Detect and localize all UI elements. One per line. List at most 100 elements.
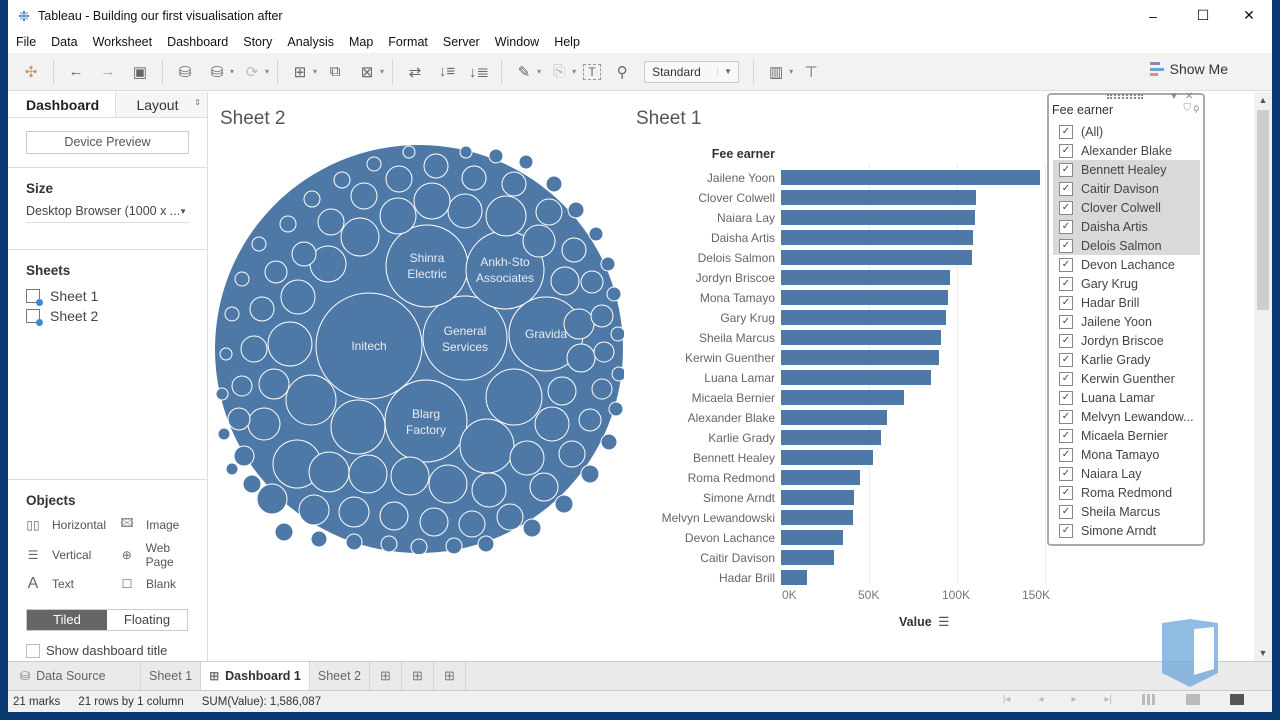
tab-dashboard[interactable]: Dashboard <box>8 92 116 117</box>
filter-item[interactable]: ✓ Melvyn Lewandow... <box>1053 407 1200 426</box>
new-worksheet-tab-icon[interactable]: ⊞ <box>370 662 402 690</box>
bar-row[interactable]: Simone Arndt <box>629 488 1049 508</box>
tab-sheet1[interactable]: Sheet 1 <box>141 662 202 690</box>
bar-mark[interactable] <box>781 290 949 305</box>
bar-row[interactable]: Luana Lamar <box>629 368 1049 388</box>
bar-label[interactable]: Bennett Healey <box>692 451 775 465</box>
bar-label[interactable]: Micaela Bernier <box>691 391 775 405</box>
bar-row[interactable]: Devon Lachance <box>629 528 1049 548</box>
checkbox-icon[interactable]: ✓ <box>1059 371 1073 386</box>
filter-item[interactable]: ✓ Delois Salmon <box>1053 236 1200 255</box>
highlight-icon[interactable]: ✎ <box>517 63 531 81</box>
filter-item[interactable]: ✓ Micaela Bernier <box>1053 426 1200 445</box>
bar-mark[interactable] <box>781 230 973 245</box>
pause-updates-icon[interactable]: ⛁ <box>210 63 224 81</box>
bar-row[interactable]: Naiara Lay <box>629 208 1049 228</box>
bar-mark[interactable] <box>781 210 975 225</box>
bar-label[interactable]: Delois Salmon <box>697 251 775 265</box>
checkbox-icon[interactable]: ✓ <box>1059 352 1073 367</box>
checkbox-icon[interactable]: ✓ <box>1059 257 1073 272</box>
sort-descending-icon[interactable]: ↓≣ <box>469 63 490 81</box>
scroll-down-icon[interactable]: ▼ <box>1258 648 1268 658</box>
bar-mark[interactable] <box>781 470 861 485</box>
checkbox-icon[interactable]: ✓ <box>1059 428 1073 443</box>
object-horizontal[interactable]: ▯▯ Horizontal <box>26 514 120 535</box>
bar-row[interactable]: Delois Salmon <box>629 248 1049 268</box>
sort-icon[interactable]: ☰ <box>938 615 950 629</box>
bar-label[interactable]: Alexander Blake <box>687 411 775 425</box>
checkbox-icon[interactable]: ✓ <box>1059 219 1073 234</box>
filter-item[interactable]: ✓ (All) <box>1053 122 1200 141</box>
sort-ascending-icon[interactable]: ↓≡ <box>438 63 456 80</box>
close-button[interactable]: ✕ <box>1243 7 1255 23</box>
bar-label[interactable]: Luana Lamar <box>704 371 775 385</box>
bar-mark[interactable] <box>781 550 834 565</box>
redo-icon[interactable]: → <box>100 63 116 80</box>
menu-story[interactable]: Story <box>243 35 273 49</box>
filter-item[interactable]: ✓ Mona Tamayo <box>1053 445 1200 464</box>
bar-row[interactable]: Micaela Bernier <box>629 388 1049 408</box>
bar-mark[interactable] <box>781 250 972 265</box>
first-sheet-icon[interactable]: |◂ <box>1002 694 1011 705</box>
filter-item[interactable]: ✓ Naiara Lay <box>1053 464 1200 483</box>
minimize-button[interactable]: – <box>1149 7 1157 24</box>
filter-item[interactable]: ✓ Hadar Brill <box>1053 293 1200 312</box>
show-labels-icon[interactable]: T <box>583 63 602 80</box>
bar-row[interactable]: Karlie Grady <box>629 428 1049 448</box>
chevron-down-icon[interactable]: ▾ <box>313 67 318 76</box>
drag-handle[interactable] <box>1107 94 1143 99</box>
bar-row[interactable]: Melvyn Lewandowski <box>629 508 1049 528</box>
object-text[interactable]: A Text <box>26 575 120 593</box>
checkbox-icon[interactable]: ✓ <box>1059 295 1073 310</box>
tab-layout[interactable]: Layout ⇕ <box>115 92 207 117</box>
bar-label[interactable]: Devon Lachance <box>684 531 775 545</box>
checkbox-icon[interactable]: ✓ <box>1059 200 1073 215</box>
checkbox-icon[interactable]: ✓ <box>1059 333 1073 348</box>
bar-mark[interactable] <box>781 530 843 545</box>
object-web-page[interactable]: ⊕ Web Page <box>120 541 200 569</box>
vertical-scrollbar[interactable]: ▲ ▼ <box>1254 92 1272 661</box>
show-cards-icon[interactable]: ▥ <box>769 63 784 81</box>
prev-sheet-icon[interactable]: ◂ <box>1038 694 1044 705</box>
filter-item[interactable]: ✓ Sheila Marcus <box>1053 502 1200 521</box>
checkbox-icon[interactable]: ✓ <box>1059 238 1073 253</box>
filter-item[interactable]: ✓ Luana Lamar <box>1053 388 1200 407</box>
bar-row[interactable]: Mona Tamayo <box>629 288 1049 308</box>
checkbox-icon[interactable]: ✓ <box>1059 143 1073 158</box>
fee-earner-axis-header[interactable]: Fee earner <box>711 147 775 161</box>
filter-item[interactable]: ✓ Caitir Davison <box>1053 179 1200 198</box>
device-preview-button[interactable]: Device Preview <box>26 131 189 154</box>
bar-mark[interactable] <box>781 370 931 385</box>
bar-label[interactable]: Caitir Davison <box>700 551 775 565</box>
checkbox-icon[interactable]: ✓ <box>1059 409 1073 424</box>
bar-mark[interactable] <box>781 170 1040 185</box>
filter-item[interactable]: ✓ Gary Krug <box>1053 274 1200 293</box>
bar-mark[interactable] <box>781 450 873 465</box>
tab-sheet2[interactable]: Sheet 2 <box>310 662 370 690</box>
checkbox-icon[interactable]: ✓ <box>1059 390 1073 405</box>
show-filmstrip-icon[interactable] <box>1186 694 1200 705</box>
menu-worksheet[interactable]: Worksheet <box>92 35 153 49</box>
bar-mark[interactable] <box>781 410 887 425</box>
filter-item[interactable]: ✓ Kerwin Guenther <box>1053 369 1200 388</box>
bar-row[interactable]: Bennett Healey <box>629 448 1049 468</box>
filter-item[interactable]: ✓ Clover Colwell <box>1053 198 1200 217</box>
bar-row[interactable]: Jailene Yoon <box>629 168 1049 188</box>
next-sheet-icon[interactable]: ▸ <box>1071 694 1077 705</box>
filter-item[interactable]: ✓ Jordyn Briscoe <box>1053 331 1200 350</box>
menu-data[interactable]: Data <box>51 35 78 49</box>
clear-sheet-icon[interactable]: ⊠ <box>360 63 374 81</box>
filter-item[interactable]: ✓ Jailene Yoon <box>1053 312 1200 331</box>
bar-row[interactable]: Alexander Blake <box>629 408 1049 428</box>
refresh-icon[interactable]: ⟳ <box>245 63 259 81</box>
bar-label[interactable]: Jailene Yoon <box>706 171 775 185</box>
bar-row[interactable]: Roma Redmond <box>629 468 1049 488</box>
bar-row[interactable]: Daisha Artis <box>629 228 1049 248</box>
chevron-down-icon[interactable]: ▾ <box>265 67 270 76</box>
duplicate-sheet-icon[interactable]: ⧉ <box>329 63 341 80</box>
bar-mark[interactable] <box>781 350 940 365</box>
bar-mark[interactable] <box>781 430 882 445</box>
tiled-button[interactable]: Tiled <box>27 610 107 630</box>
show-me-button[interactable]: Show Me <box>1149 61 1228 77</box>
scroll-up-icon[interactable]: ▲ <box>1258 95 1268 105</box>
